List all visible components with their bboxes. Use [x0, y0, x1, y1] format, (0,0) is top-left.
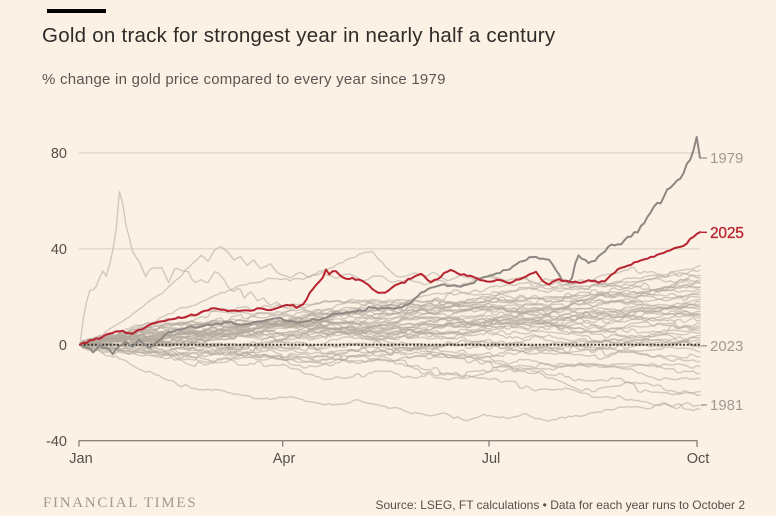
svg-text:2025: 2025 [710, 225, 744, 242]
svg-text:Jan: Jan [69, 451, 92, 467]
svg-text:1979: 1979 [710, 150, 743, 167]
svg-text:Oct: Oct [687, 451, 710, 467]
svg-text:2023: 2023 [710, 338, 743, 355]
svg-text:Jul: Jul [482, 451, 501, 467]
svg-text:Apr: Apr [273, 451, 296, 467]
svg-text:80: 80 [51, 146, 67, 162]
svg-text:40: 40 [51, 242, 67, 258]
svg-text:0: 0 [59, 338, 67, 354]
svg-text:1981: 1981 [710, 397, 743, 414]
svg-text:-40: -40 [46, 434, 67, 450]
